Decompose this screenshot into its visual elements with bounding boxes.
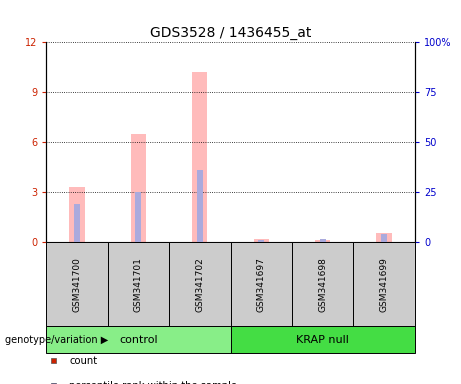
Title: GDS3528 / 1436455_at: GDS3528 / 1436455_at (150, 26, 311, 40)
Bar (377, 233, 392, 242)
Bar (197, 170, 203, 242)
Text: GSM341700: GSM341700 (72, 257, 81, 311)
Text: GSM341701: GSM341701 (134, 257, 143, 311)
Bar (135, 192, 142, 242)
Bar (192, 72, 207, 242)
Text: control: control (119, 335, 158, 345)
Text: GSM341698: GSM341698 (318, 257, 327, 311)
Bar (74, 204, 80, 242)
Bar (69, 187, 84, 242)
Text: genotype/variation ▶: genotype/variation ▶ (5, 335, 108, 345)
Bar (319, 239, 326, 242)
Bar (315, 240, 331, 242)
Text: GSM341697: GSM341697 (257, 257, 266, 311)
Text: percentile rank within the sample: percentile rank within the sample (69, 381, 237, 384)
Bar (254, 240, 269, 242)
Bar (130, 134, 146, 242)
Text: KRAP null: KRAP null (296, 335, 349, 345)
Text: count: count (69, 356, 97, 366)
Bar (258, 240, 264, 242)
Text: GSM341702: GSM341702 (195, 257, 204, 311)
Bar (381, 234, 387, 242)
Text: GSM341699: GSM341699 (380, 257, 389, 311)
